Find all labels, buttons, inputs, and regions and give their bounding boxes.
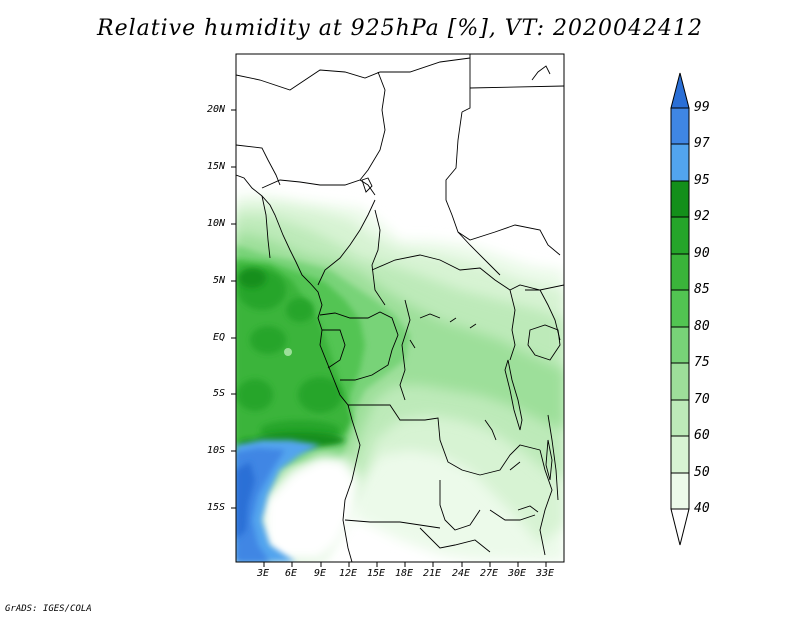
border-nigeria-cameroon [317, 199, 376, 286]
border-algeria-niger [236, 57, 471, 91]
lon-label: 15E [367, 568, 386, 579]
lon-label: 33E [536, 568, 555, 579]
colorbar-label: 50 [694, 465, 710, 480]
drc-river [409, 339, 521, 471]
lon-label: 24E [452, 568, 471, 579]
colorbar-swatch-97-99 [670, 107, 690, 145]
border-libya-egypt [461, 54, 471, 113]
colorbar-swatch-60-70 [670, 399, 690, 437]
lat-label: 20N [207, 104, 226, 115]
credit-text: GrADS: IGES/COLA [5, 604, 92, 614]
lon-label: 18E [395, 568, 414, 579]
lon-tick-marks [263, 562, 547, 567]
rh-spot [284, 348, 292, 356]
lat-label: EQ [213, 332, 226, 343]
border-drc-angola [348, 404, 481, 476]
colorbar-swatch-90-92 [670, 216, 690, 255]
lat-label: 5S [213, 388, 226, 399]
colorbar-swatch-95-97 [670, 143, 690, 182]
red-sea-coast [531, 65, 551, 81]
lake-chad [361, 177, 373, 193]
map-frame [235, 53, 565, 563]
colorbar-label: 99 [694, 100, 710, 115]
lat-label: 15N [207, 161, 226, 172]
colorbar [670, 72, 690, 546]
colorbar-label: 75 [694, 355, 710, 370]
border-chad-sudan [445, 111, 501, 276]
border-libya-chad [359, 71, 386, 181]
lat-label: 10N [207, 218, 226, 229]
lon-label: 3E [257, 568, 270, 579]
colorbar-label: 85 [694, 282, 710, 297]
colorbar-label: 60 [694, 428, 710, 443]
colorbar-label: 90 [694, 246, 710, 261]
lake-tanganyika [504, 359, 523, 431]
colorbar-label: 70 [694, 392, 710, 407]
border-angola-zambia [439, 480, 481, 531]
lat-label: 15S [207, 502, 226, 513]
colorbar-swatch-40-50 [670, 472, 690, 510]
humidity-field [236, 54, 564, 562]
border-mozambique [539, 449, 553, 556]
border-kenya [525, 289, 561, 341]
border-sudan-south [457, 224, 561, 256]
boundaries [236, 54, 564, 562]
border-namibia-botswana [419, 527, 491, 553]
border-drc-east [399, 299, 411, 401]
colorbar-swatch-70-75 [670, 362, 690, 401]
lon-label: 9E [314, 568, 327, 579]
lon-label: 27E [480, 568, 499, 579]
border-east-coast [547, 414, 559, 501]
lake-victoria [527, 324, 561, 361]
border-angola-namibia [344, 519, 441, 529]
rh-zone-above-99 [236, 462, 255, 540]
colorbar-swatch-above-99 [670, 72, 690, 109]
colorbar-swatch-85-90 [670, 253, 690, 291]
colorbar-swatch-75-80 [670, 326, 690, 364]
border-drc-uganda [509, 289, 516, 361]
lat-label: 5N [213, 275, 226, 286]
colorbar-swatch-below-40 [670, 508, 690, 546]
colorbar-label: 95 [694, 173, 710, 188]
lat-tick-marks [231, 109, 236, 509]
rh-zone-dry-ocean [262, 455, 360, 562]
border-egypt-sudan [469, 85, 564, 89]
lon-label: 30E [508, 568, 527, 579]
nile-marsh [419, 313, 477, 329]
lake-malawi [545, 439, 553, 481]
border-niger-nigeria [261, 179, 376, 196]
map-title: Relative humidity at 925hPa [%], VT: 202… [97, 16, 703, 41]
colorbar-label: 40 [694, 501, 710, 516]
lake-kariba [517, 505, 539, 513]
colorbar-label: 97 [694, 136, 710, 151]
border-car-drc [371, 254, 564, 291]
border-mali-niger [236, 144, 281, 186]
lon-label: 21E [423, 568, 442, 579]
colorbar-swatch-80-85 [670, 289, 690, 328]
border-congo [319, 311, 399, 381]
colorbar-label: 80 [694, 319, 710, 334]
colorbar-label: 92 [694, 209, 710, 224]
border-gabon [322, 329, 346, 369]
lon-label: 12E [339, 568, 358, 579]
border-zambia-zimbabwe [489, 509, 536, 521]
border-tanzania-zambia [479, 444, 541, 476]
border-benin [261, 195, 271, 259]
coastline-west-africa [236, 174, 361, 562]
colorbar-swatch-92-95 [670, 180, 690, 218]
colorbar-swatch-50-60 [670, 435, 690, 474]
border-cameroon-car [371, 209, 386, 306]
lon-label: 6E [285, 568, 298, 579]
lat-label: 10S [207, 445, 226, 456]
